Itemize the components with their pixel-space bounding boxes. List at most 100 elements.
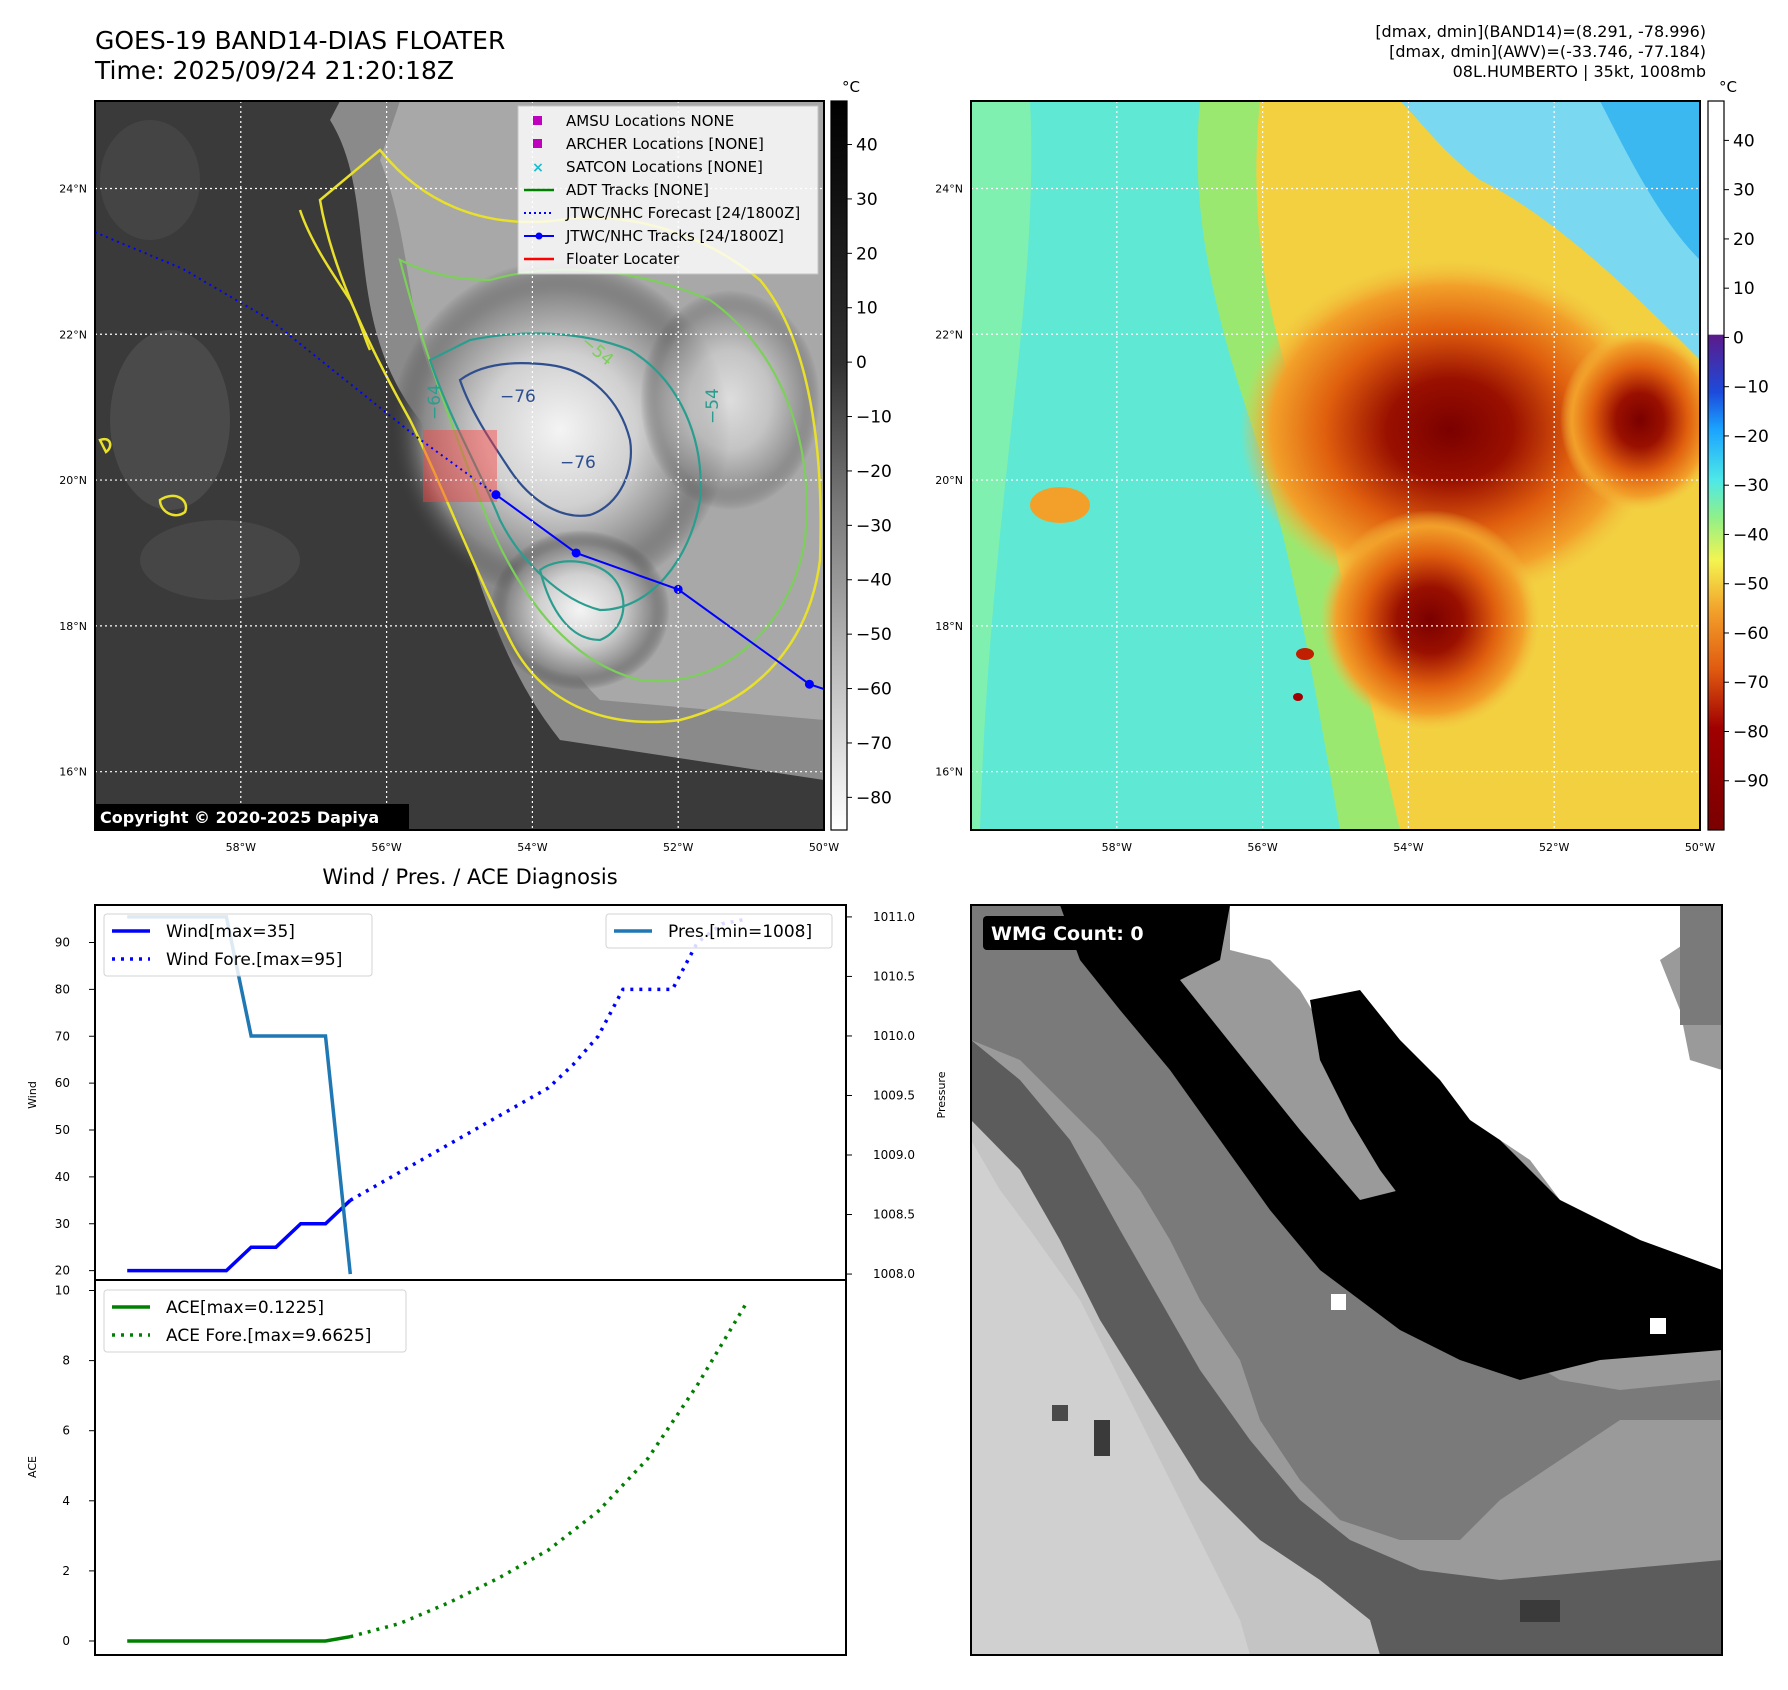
- series-ace: [127, 1634, 351, 1643]
- legend-ace: ACE[max=0.1225]: [166, 1298, 324, 1318]
- legend-entry: JTWC/NHC Tracks [24/1800Z]: [524, 227, 784, 245]
- pressure-ylabel: Pressure: [935, 1071, 948, 1118]
- pressure-tick-label: 1009.5: [873, 1088, 915, 1102]
- ace-tick-label: 8: [62, 1354, 70, 1368]
- legend-label: JTWC/NHC Forecast [24/1800Z]: [565, 204, 800, 222]
- colorbar-tick-label: −50: [856, 625, 892, 645]
- legend-entry: AMSU Locations NONE: [533, 112, 734, 130]
- legend-entry: ADT Tracks [NONE]: [524, 181, 709, 199]
- lon-tick-label: 50°W: [1685, 841, 1715, 854]
- storm-info: 08L.HUMBERTO | 35kt, 1008mb: [1452, 62, 1706, 81]
- colorbar-tick-label: −80: [1733, 722, 1769, 742]
- lat-tick-label: 18°N: [59, 620, 87, 633]
- wmg-badge: [983, 916, 1163, 950]
- colorbar-tick-label: 0: [1733, 328, 1744, 348]
- lon-tick-label: 58°W: [1102, 841, 1132, 854]
- forecast-track-line: [95, 231, 497, 496]
- ace-ylabel: ACE: [26, 1456, 39, 1478]
- legend-square-marker: [533, 116, 542, 125]
- colorbar-tick-label: −80: [856, 788, 892, 808]
- contour-label-2: −76: [560, 453, 596, 473]
- ir-lon-labels: 58°W 56°W 54°W 52°W 50°W: [226, 841, 840, 854]
- colorbar-tick-label: 20: [856, 244, 878, 264]
- lon-tick-label: 50°W: [809, 841, 839, 854]
- wind-tick-label: 90: [55, 936, 70, 950]
- stats-header: [dmax, dmin](BAND14)=(8.291, -78.996) [d…: [1375, 22, 1706, 82]
- lat-tick-label: 24°N: [59, 182, 87, 195]
- lat-tick-label: 20°N: [59, 474, 87, 487]
- lat-tick-label: 16°N: [935, 766, 963, 779]
- colorbar-tick-label: −70: [1733, 673, 1769, 693]
- contour-label-1: −76: [500, 387, 536, 407]
- lon-tick-label: 52°W: [663, 841, 693, 854]
- lon-tick-label: 56°W: [371, 841, 401, 854]
- lat-tick-label: 22°N: [59, 328, 87, 341]
- colorbar-tick-label: 30: [856, 190, 878, 210]
- pressure-tick-label: 1009.0: [873, 1148, 915, 1162]
- wind-tick-label: 30: [55, 1217, 70, 1231]
- legend-square-marker: [533, 139, 542, 148]
- series-wind-fore-: [349, 917, 748, 1202]
- legend-entry: JTWC/NHC Forecast [24/1800Z]: [524, 204, 800, 222]
- wind-tick-label: 40: [55, 1170, 70, 1184]
- legend-label: JTWC/NHC Tracks [24/1800Z]: [565, 227, 784, 245]
- colorbar-tick-label: −30: [1733, 476, 1769, 496]
- wind-tick-label: 60: [55, 1076, 70, 1090]
- legend-wind: Wind[max=35]: [166, 922, 295, 942]
- pressure-tick-label: 1011.0: [873, 910, 915, 924]
- ir-lat-labels: 24°N 22°N 20°N 18°N 16°N: [59, 182, 87, 778]
- ir-legend: AMSU Locations NONE ARCHER Locations [NON…: [524, 112, 800, 268]
- ace-tick-label: 0: [62, 1634, 70, 1648]
- title-product: GOES-19 BAND14-DIAS FLOATER: [95, 26, 506, 55]
- lon-tick-label: 54°W: [517, 841, 547, 854]
- best-track-point: [673, 584, 683, 594]
- ace-tick-label: 10: [55, 1284, 70, 1298]
- lon-tick-label: 56°W: [1247, 841, 1277, 854]
- legend-label: ADT Tracks [NONE]: [566, 181, 709, 199]
- pressure-tick-label: 1010.0: [873, 1029, 915, 1043]
- ace-tick-label: 6: [62, 1424, 70, 1438]
- lat-tick-label: 20°N: [935, 474, 963, 487]
- series-ace-fore-: [349, 1301, 749, 1639]
- ace-ticks: 10 8 6 4 2 0: [55, 1284, 95, 1648]
- awv-colorbar: [1707, 100, 1725, 831]
- colorbar-tick-label: 10: [1733, 279, 1755, 299]
- best-track-points: [491, 490, 814, 689]
- legend-label: AMSU Locations NONE: [566, 112, 734, 130]
- awv-range: [dmax, dmin](AWV)=(-33.746, -77.184): [1389, 42, 1706, 61]
- best-track-point: [804, 679, 814, 689]
- legend-pres: Pres.[min=1008]: [668, 922, 812, 942]
- pressure-tick-label: 1008.0: [873, 1267, 915, 1281]
- awv-gridlines: [971, 101, 1700, 830]
- legend-x-marker: ×: [532, 160, 544, 176]
- ir-colorbar: [830, 100, 848, 831]
- wmg-count: WMG Count: 0: [991, 923, 1144, 945]
- lat-tick-label: 22°N: [935, 328, 963, 341]
- colorbar-tick-label: −50: [1733, 575, 1769, 595]
- colorbar-tick-label: −10: [1733, 378, 1769, 398]
- lat-tick-label: 16°N: [59, 766, 87, 779]
- legend-entry: Floater Locater: [524, 250, 680, 268]
- colorbar-tick-label: −60: [1733, 624, 1769, 644]
- legend-wind-fore: Wind Fore.[max=95]: [166, 950, 342, 970]
- legend-ace-fore: ACE Fore.[max=9.6625]: [166, 1326, 371, 1346]
- colorbar-tick-label: −20: [856, 462, 892, 482]
- legend-label: Floater Locater: [566, 250, 680, 268]
- wmg-imagery: [971, 905, 1722, 1655]
- ace-series: [127, 1301, 749, 1643]
- wind-ylabel: Wind: [26, 1081, 39, 1109]
- series-wind: [127, 1199, 352, 1273]
- wind-tick-label: 80: [55, 982, 70, 996]
- lat-tick-label: 24°N: [935, 182, 963, 195]
- ir-colorbar-ticks: 40 30 20 10 0 −10 −20 −30 −40 −50 −60 −70 −80: [847, 136, 892, 808]
- pressure-tick-label: 1008.5: [873, 1208, 915, 1222]
- colorbar-tick-label: −90: [1733, 772, 1769, 792]
- best-track-point: [491, 490, 501, 500]
- colorbar-tick-label: −30: [856, 516, 892, 536]
- lon-tick-label: 58°W: [226, 841, 256, 854]
- ace-tick-label: 2: [62, 1564, 70, 1578]
- wind-tick-label: 70: [55, 1029, 70, 1043]
- ir-panel-frame: [94, 100, 825, 831]
- colorbar-tick-label: −60: [856, 680, 892, 700]
- awv-imagery: [971, 101, 1700, 830]
